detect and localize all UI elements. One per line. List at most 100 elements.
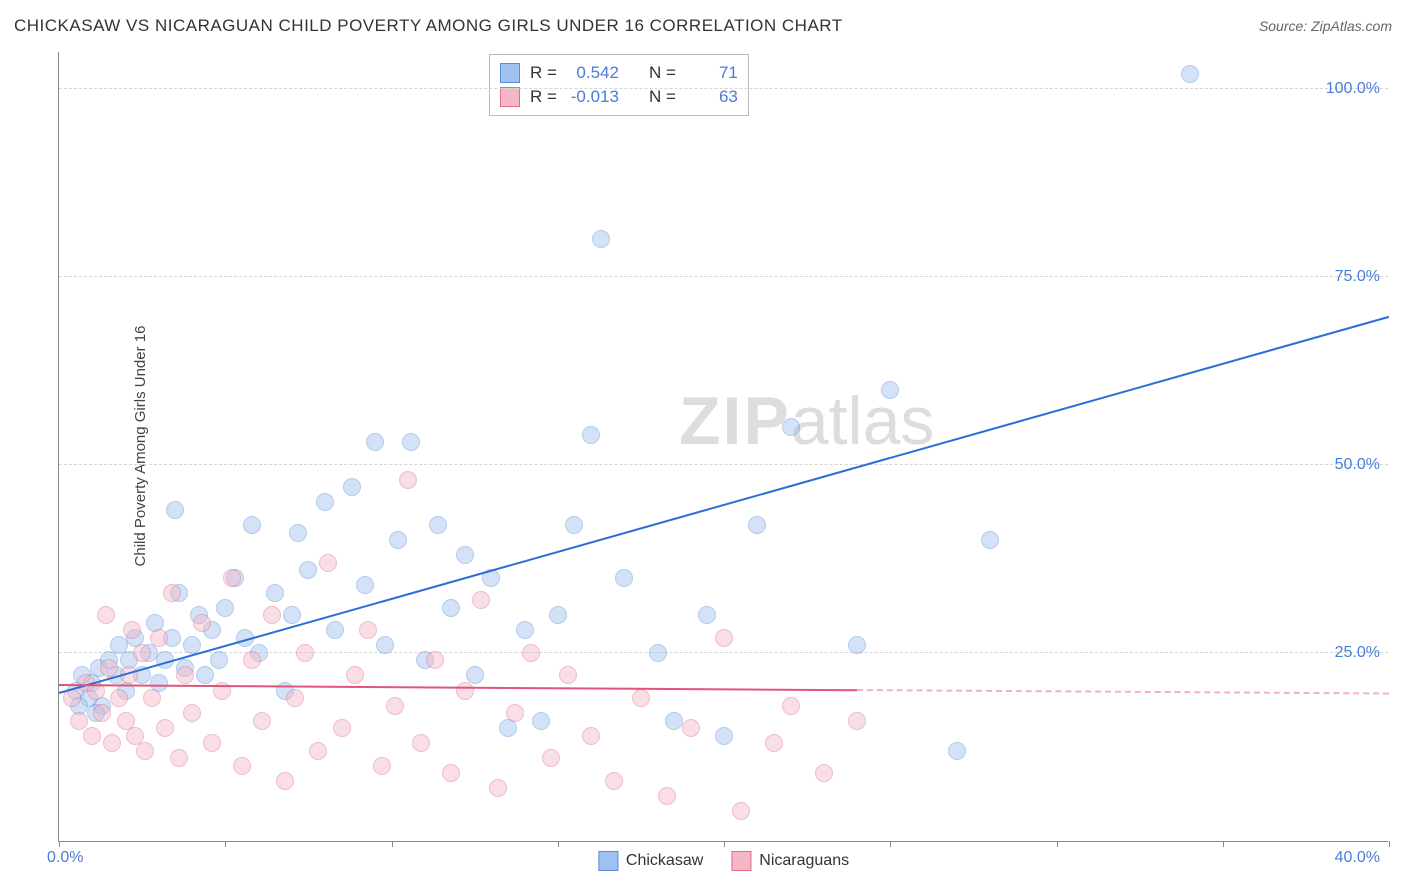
plot-area: ZIPatlas 0.0% 40.0% R =0.542N =71R =-0.0…: [58, 52, 1388, 842]
y-tick-label: 50.0%: [1335, 456, 1380, 474]
data-point: [981, 531, 999, 549]
data-point: [233, 757, 251, 775]
data-point: [532, 712, 550, 730]
gridline: [59, 276, 1388, 277]
x-tick: [392, 841, 393, 847]
y-tick-label: 100.0%: [1326, 80, 1380, 98]
data-point: [163, 584, 181, 602]
data-point: [333, 719, 351, 737]
data-point: [183, 704, 201, 722]
data-point: [456, 546, 474, 564]
data-point: [283, 606, 301, 624]
data-point: [359, 621, 377, 639]
data-point: [549, 606, 567, 624]
data-point: [442, 599, 460, 617]
legend-label: Nicaraguans: [759, 852, 849, 870]
data-point: [605, 772, 623, 790]
data-point: [210, 651, 228, 669]
title-bar: CHICKASAW VS NICARAGUAN CHILD POVERTY AM…: [10, 10, 1396, 46]
x-origin-label: 0.0%: [47, 849, 83, 867]
data-point: [748, 516, 766, 534]
watermark-rest: atlas: [791, 383, 935, 459]
legend-label: Chickasaw: [626, 852, 703, 870]
data-point: [565, 516, 583, 534]
data-point: [170, 749, 188, 767]
data-point: [286, 689, 304, 707]
data-point: [782, 418, 800, 436]
chart-title: CHICKASAW VS NICARAGUAN CHILD POVERTY AM…: [14, 16, 843, 36]
data-point: [223, 569, 241, 587]
data-point: [343, 478, 361, 496]
data-point: [70, 712, 88, 730]
data-point: [582, 727, 600, 745]
data-point: [176, 666, 194, 684]
data-point: [658, 787, 676, 805]
data-point: [133, 644, 151, 662]
data-point: [559, 666, 577, 684]
data-point: [429, 516, 447, 534]
stat-r-label: R =: [530, 63, 557, 83]
x-max-label: 40.0%: [1335, 849, 1380, 867]
data-point: [442, 764, 460, 782]
data-point: [100, 659, 118, 677]
data-point: [815, 764, 833, 782]
data-point: [782, 697, 800, 715]
data-point: [263, 606, 281, 624]
trend-line-extrapolated: [857, 689, 1389, 695]
x-tick: [1057, 841, 1058, 847]
data-point: [356, 576, 374, 594]
data-point: [615, 569, 633, 587]
legend-swatch: [731, 851, 751, 871]
data-point: [309, 742, 327, 760]
data-point: [489, 779, 507, 797]
stat-n-label: N =: [649, 63, 676, 83]
x-tick: [225, 841, 226, 847]
data-point: [472, 591, 490, 609]
data-point: [166, 501, 184, 519]
data-point: [319, 554, 337, 572]
x-tick: [59, 841, 60, 847]
x-tick: [1223, 841, 1224, 847]
data-point: [715, 727, 733, 745]
data-point: [253, 712, 271, 730]
y-tick-label: 75.0%: [1335, 268, 1380, 286]
data-point: [389, 531, 407, 549]
data-point: [93, 704, 111, 722]
legend-item: Nicaraguans: [731, 851, 849, 871]
data-point: [412, 734, 430, 752]
gridline: [59, 88, 1388, 89]
data-point: [203, 734, 221, 752]
stat-r-label: R =: [530, 87, 557, 107]
data-point: [346, 666, 364, 684]
data-point: [592, 230, 610, 248]
data-point: [299, 561, 317, 579]
gridline: [59, 464, 1388, 465]
data-point: [582, 426, 600, 444]
stats-row: R =0.542N =71: [500, 61, 738, 85]
y-tick-label: 25.0%: [1335, 644, 1380, 662]
data-point: [156, 719, 174, 737]
data-point: [682, 719, 700, 737]
data-point: [399, 471, 417, 489]
legend-swatch: [598, 851, 618, 871]
data-point: [542, 749, 560, 767]
data-point: [373, 757, 391, 775]
chart-container: CHICKASAW VS NICARAGUAN CHILD POVERTY AM…: [10, 10, 1396, 882]
data-point: [426, 651, 444, 669]
data-point: [276, 772, 294, 790]
bottom-legend: Chickasaw Nicaraguans: [598, 851, 849, 871]
data-point: [848, 636, 866, 654]
stats-legend-box: R =0.542N =71R =-0.013N =63: [489, 54, 749, 116]
data-point: [715, 629, 733, 647]
x-tick: [558, 841, 559, 847]
x-tick: [724, 841, 725, 847]
data-point: [881, 381, 899, 399]
data-point: [143, 689, 161, 707]
data-point: [848, 712, 866, 730]
stat-r-value: 0.542: [567, 63, 619, 83]
data-point: [136, 742, 154, 760]
data-point: [216, 599, 234, 617]
data-point: [296, 644, 314, 662]
data-point: [1181, 65, 1199, 83]
source-label: Source: ZipAtlas.com: [1259, 18, 1392, 34]
